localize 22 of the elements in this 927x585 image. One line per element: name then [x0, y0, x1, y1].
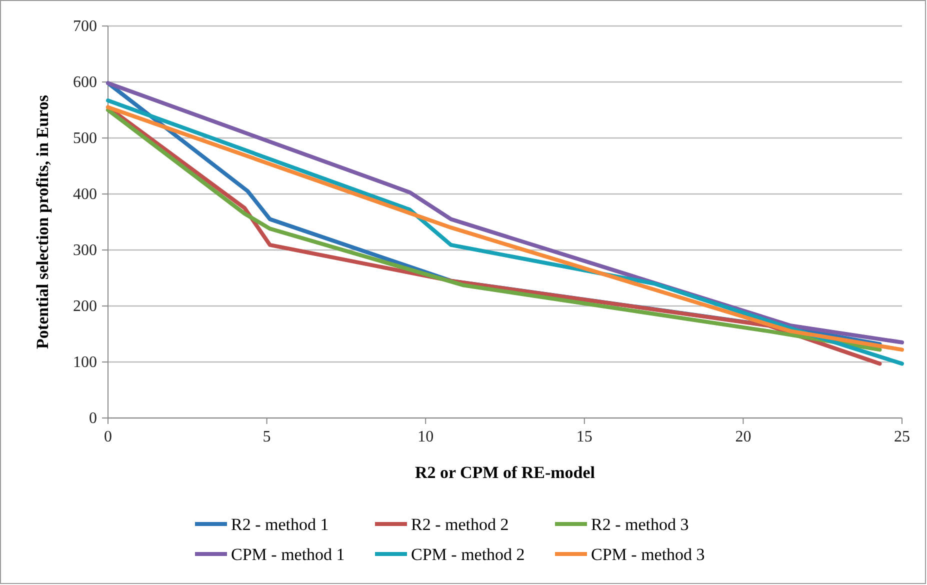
legend-label: CPM - method 2: [411, 544, 525, 564]
y-tick-label: 0: [89, 410, 97, 428]
y-axis-title: Potential selection profits, in Euros: [33, 94, 52, 349]
legend-label: R2 - method 1: [231, 514, 329, 534]
y-tick-label: 100: [73, 354, 97, 372]
x-tick-label: 5: [262, 428, 271, 446]
y-tick-label: 400: [73, 186, 97, 204]
legend-label: CPM - method 1: [231, 544, 345, 564]
x-axis-title: R2 or CPM of RE-model: [414, 463, 596, 482]
legend-label: R2 - method 3: [591, 514, 689, 534]
legend-label: CPM - method 3: [591, 544, 705, 564]
x-tick-label: 15: [576, 428, 592, 446]
x-tick-label: 0: [104, 428, 112, 446]
x-tick-label: 25: [894, 428, 910, 446]
y-tick-label: 600: [73, 74, 97, 92]
legend-label: R2 - method 2: [411, 514, 509, 534]
x-tick-label: 20: [735, 428, 752, 446]
x-tick-label: 10: [418, 428, 434, 446]
y-tick-label: 200: [73, 298, 97, 316]
y-tick-label: 300: [73, 242, 97, 260]
y-tick-label: 500: [73, 130, 97, 148]
y-tick-label: 700: [73, 18, 97, 36]
